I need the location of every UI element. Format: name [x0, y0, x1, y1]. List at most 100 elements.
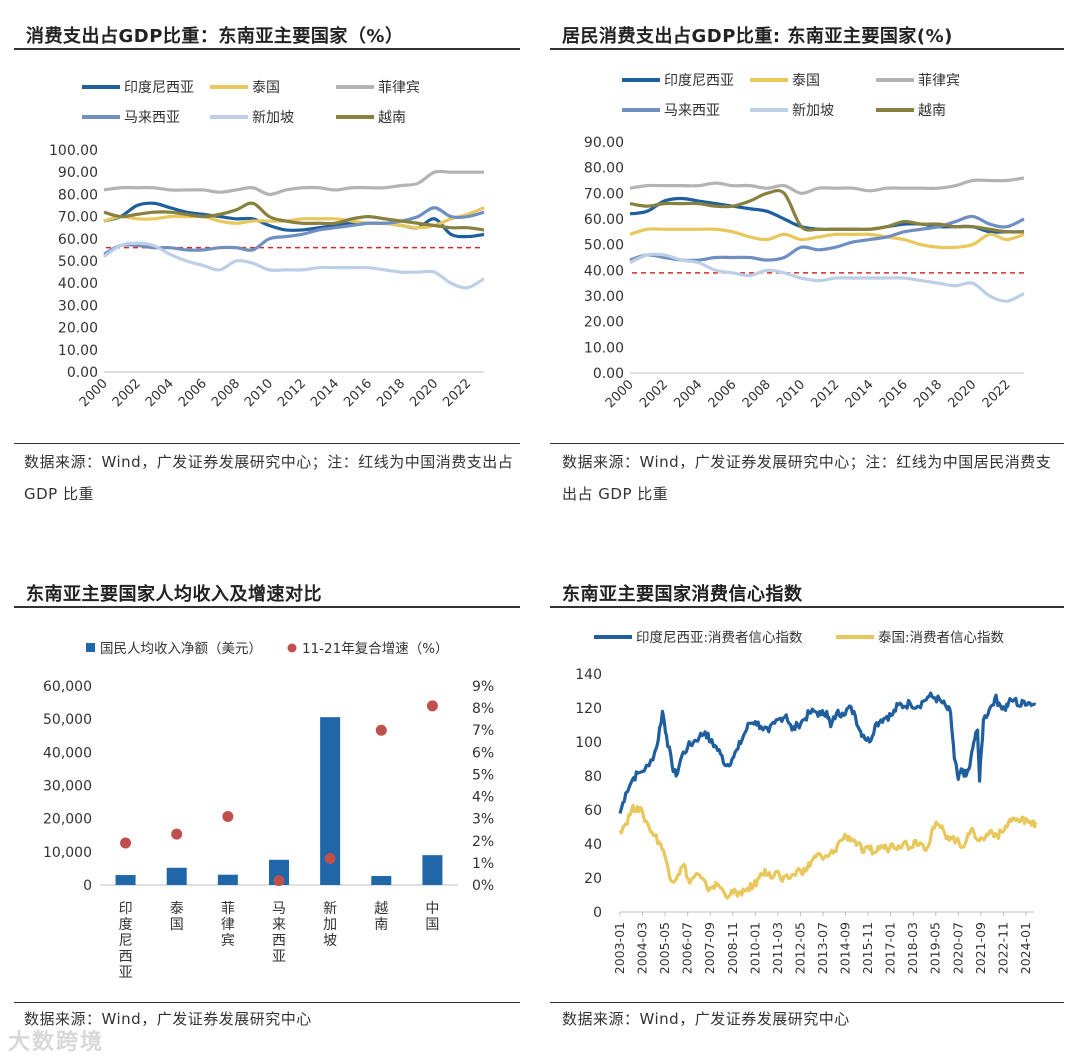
category-label-char: 加	[323, 917, 337, 933]
legend-label: 印度尼西亚	[664, 73, 734, 89]
x-tick-label: 2004	[671, 377, 705, 411]
y-tick-label: 70.00	[58, 210, 98, 226]
legend-swatch-bar	[86, 643, 95, 652]
legend-label: 越南	[918, 103, 946, 119]
growth-dot-2	[222, 810, 234, 822]
x-tick-label: 2014	[843, 377, 877, 411]
bar-5	[371, 876, 392, 885]
series-line-singapore	[103, 241, 485, 290]
y-tick-label: 40.00	[58, 276, 98, 292]
bar-2	[217, 874, 238, 885]
legend-label: 菲律宾	[918, 73, 960, 89]
x-tick-label: 2000	[603, 377, 637, 411]
series-line-philippines	[629, 176, 1025, 195]
title-rule	[550, 48, 1064, 50]
category-label-char: 新	[323, 901, 337, 917]
y-tick-label: 50.00	[58, 254, 98, 270]
x-tick-label: 2012-05	[792, 922, 807, 974]
category-label-char: 中	[425, 901, 439, 917]
category-label-char: 尼	[119, 933, 133, 949]
category-label-char: 度	[119, 917, 133, 933]
y-tick-label: 60	[584, 803, 602, 819]
legend-label: 11-21年复合增速（%）	[302, 640, 449, 657]
x-tick-label: 2008	[740, 377, 774, 411]
category-label-char: 泰	[170, 901, 184, 917]
x-tick-label: 2006	[706, 377, 740, 411]
series-line-vietnam	[629, 188, 1025, 234]
x-tick-label: 2024-01	[1018, 922, 1033, 974]
y-tick-label: 40	[584, 837, 602, 853]
x-tick-label: 2008	[209, 376, 243, 410]
x-tick-label: 2022-11	[995, 922, 1010, 974]
series-line-thailand	[618, 803, 1038, 900]
growth-dot-0	[120, 837, 132, 849]
y-tick-label: 10.00	[584, 340, 624, 356]
y-tick-label: 80	[584, 769, 602, 785]
series-line-thailand	[103, 206, 485, 230]
x-tick-label: 2014	[308, 376, 342, 410]
bar-0	[115, 875, 136, 885]
y-tick-label: 0	[593, 905, 602, 921]
panel-title: 东南亚主要国家消费信心指数	[562, 584, 803, 605]
y-tick-label: 20.00	[584, 315, 624, 331]
x-tick-label: 2007-09	[702, 922, 717, 974]
bar-6	[422, 855, 443, 885]
source-rule	[550, 1002, 1064, 1003]
x-tick-label: 2020	[407, 376, 441, 410]
y-tick-label: 70.00	[584, 186, 624, 202]
y-tick-label: 120	[575, 701, 602, 717]
y-tick-label: 0.00	[67, 365, 98, 381]
legend-label: 新加坡	[792, 103, 834, 119]
category-label-char: 国	[425, 917, 439, 933]
y-right-tick-label: 8%	[472, 701, 494, 717]
x-tick-label: 2010	[774, 377, 808, 411]
category-label-char: 南	[374, 917, 388, 933]
chart-income: 国民人均收入净额（美元） 11-21年复合增速（%） 0 10,000 20,000 30…	[43, 640, 494, 981]
x-tick-label: 2004-03	[635, 922, 650, 974]
growth-dot-6	[426, 700, 438, 712]
category-label-char: 西	[272, 933, 286, 949]
watermark: 大数跨境	[8, 1030, 105, 1055]
category-label-char: 国	[170, 917, 184, 933]
x-tick-label: 2012	[808, 377, 842, 411]
legend-label: 泰国	[792, 73, 820, 89]
x-tick-label: 2000	[77, 376, 111, 410]
y-tick-label: 140	[575, 667, 602, 683]
y-tick-label: 50.00	[584, 238, 624, 254]
x-tick-label: 2018-03	[905, 922, 920, 974]
category-label-char: 宾	[221, 933, 235, 949]
legend-label: 马来西亚	[664, 103, 720, 119]
legend-label: 新加坡	[252, 110, 294, 126]
y-tick-label: 10.00	[58, 343, 98, 359]
x-tick-label: 2021-09	[973, 922, 988, 974]
legend-label: 菲律宾	[378, 80, 420, 96]
source-note: 数据来源：Wind，广发证券发展研究中心；注：红线为中国居民消费支出占 GDP …	[562, 453, 1052, 503]
growth-dot-5	[375, 724, 387, 736]
y-tick-label: 20.00	[58, 321, 98, 337]
series-line-singapore	[629, 252, 1025, 303]
x-tick-label: 2018	[374, 376, 408, 410]
series-line-malaysia	[103, 206, 485, 256]
x-tick-label: 2006-07	[680, 922, 695, 974]
category-label-char: 来	[272, 917, 286, 933]
category-label-char: 菲	[221, 901, 235, 917]
x-tick-label: 2020-07	[950, 922, 965, 974]
source-note: 数据来源：Wind，广发证券发展研究中心；注：红线为中国消费支出占 GDP 比重	[24, 453, 514, 503]
y-tick-label: 0.00	[593, 366, 624, 382]
legend-label: 泰国	[252, 80, 280, 96]
x-tick-label: 2019-05	[928, 922, 943, 974]
series-line-malaysia	[629, 214, 1025, 262]
source-rule	[550, 443, 1064, 444]
y-tick-label: 30.00	[58, 298, 98, 314]
legend-label: 泰国:消费者信心指数	[878, 630, 1005, 646]
y-tick-label: 90.00	[58, 165, 98, 181]
source-rule	[14, 1002, 520, 1003]
y-left-tick-label: 20,000	[43, 812, 92, 828]
x-tick-label: 2002	[110, 376, 144, 410]
x-tick-label: 2011-03	[770, 922, 785, 974]
x-tick-label: 2012	[275, 376, 309, 410]
y-right-tick-label: 5%	[472, 767, 494, 783]
title-rule	[550, 606, 1064, 608]
x-tick-label: 2014-09	[838, 922, 853, 974]
